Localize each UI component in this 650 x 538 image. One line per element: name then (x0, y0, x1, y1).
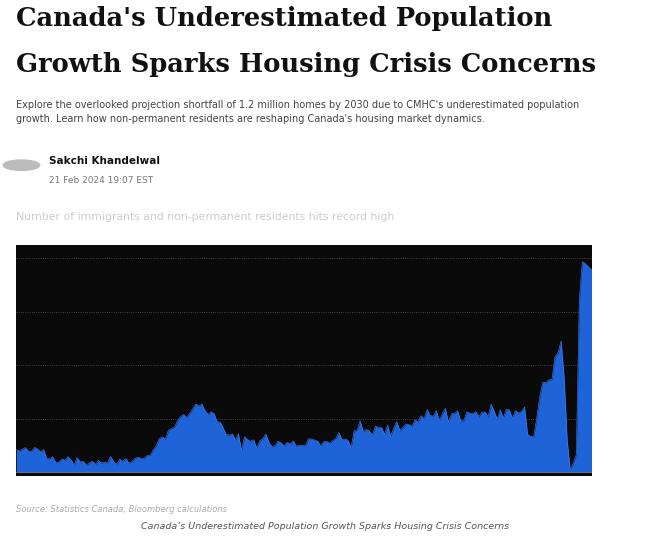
Text: Explore the overlooked projection shortfall of 1.2 million homes by 2030 due to : Explore the overlooked projection shortf… (16, 100, 580, 124)
Text: Canada's Underestimated Population: Canada's Underestimated Population (16, 5, 552, 31)
Text: Canada’s Underestimated Population Growth Sparks Housing Crisis Concerns: Canada’s Underestimated Population Growt… (141, 522, 509, 531)
Text: Growth Sparks Housing Crisis Concerns: Growth Sparks Housing Crisis Concerns (16, 52, 596, 77)
Text: Number of immigrants and non-permanent residents hits record high: Number of immigrants and non-permanent r… (16, 212, 395, 222)
Text: International Migration to Canada Spikes: International Migration to Canada Spikes (16, 197, 358, 212)
Text: Sakchi Khandelwal: Sakchi Khandelwal (49, 156, 160, 166)
Text: 21 Feb 2024 19:07 EST: 21 Feb 2024 19:07 EST (49, 176, 153, 185)
Circle shape (3, 160, 40, 171)
Text: ■ Yearly Sum of Net International Migrants to Canada: ■ Yearly Sum of Net International Migran… (16, 224, 280, 235)
Text: Source: Statistics Canada, Bloomberg calculations: Source: Statistics Canada, Bloomberg cal… (16, 505, 227, 514)
